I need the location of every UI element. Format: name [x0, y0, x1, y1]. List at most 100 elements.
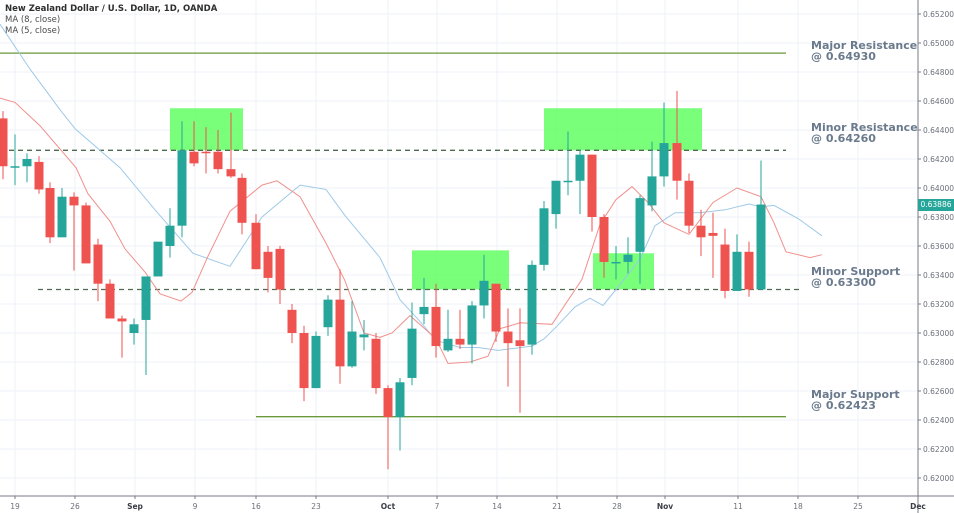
price-tick-label: 0.65000	[923, 39, 954, 48]
candle	[141, 276, 151, 376]
candle-body	[756, 204, 766, 290]
candle	[431, 283, 441, 358]
candle-body	[431, 306, 441, 347]
candle	[407, 302, 417, 386]
ma8-legend[interactable]: MA (8, close)	[5, 15, 61, 25]
candle-body	[153, 241, 163, 277]
symbol-title[interactable]: New Zealand Dollar / U.S. Dollar, 1D, OA…	[5, 4, 218, 14]
ma5-legend[interactable]: MA (5, close)	[5, 26, 61, 36]
candle	[684, 173, 694, 233]
price-tick-label: 0.63000	[923, 329, 954, 338]
candle	[599, 214, 609, 278]
time-tick-label: 23	[311, 502, 321, 511]
price-tick-label: 0.63800	[923, 213, 954, 222]
candle	[263, 246, 273, 293]
time-tick-label: 9	[193, 502, 198, 511]
time-tick-label: 28	[612, 502, 622, 511]
candle-body	[275, 248, 285, 290]
candle-body	[684, 180, 694, 226]
candle-body	[311, 335, 321, 389]
candle-body	[479, 280, 489, 306]
price-tick-label: 0.64600	[923, 97, 954, 106]
time-tick-label: 25	[853, 502, 863, 511]
candle	[93, 238, 103, 302]
candle	[153, 241, 163, 277]
level-annotation: Major Support @ 0.62423	[811, 389, 900, 411]
current-price-tag: 0.63886	[918, 198, 954, 211]
candle	[708, 212, 718, 278]
candle	[491, 283, 501, 342]
candle	[299, 325, 309, 402]
candle-body	[720, 244, 730, 291]
candle-body	[226, 169, 236, 177]
time-tick-label: Oct	[381, 502, 396, 511]
annotation-label: Major Support	[811, 388, 900, 401]
support-resistance-lines	[0, 52, 800, 418]
annotation-price: @ 0.64930	[811, 50, 876, 63]
candle-body	[189, 151, 199, 164]
candle	[383, 385, 393, 470]
level-annotation: Minor Support @ 0.63300	[811, 266, 900, 288]
highlight-zones	[170, 108, 702, 290]
candle	[539, 201, 549, 271]
candle-body	[213, 151, 223, 170]
candle	[587, 154, 597, 232]
ma5-line	[0, 97, 823, 365]
candle	[251, 214, 261, 270]
candle-body	[467, 305, 477, 345]
candle	[635, 195, 645, 284]
price-tick-label: 0.63200	[923, 300, 954, 309]
time-tick-label: 19	[10, 502, 20, 511]
candle	[226, 112, 236, 178]
candle	[347, 301, 357, 368]
candle	[69, 192, 79, 271]
price-tick-label: 0.62400	[923, 416, 954, 425]
candle-body	[575, 154, 585, 181]
candle	[34, 156, 44, 194]
candle	[105, 279, 115, 319]
candle-body	[443, 338, 453, 351]
annotation-label: Minor Support	[811, 265, 901, 278]
candlesticks	[0, 90, 766, 470]
candle	[359, 319, 369, 351]
candle-body	[635, 198, 645, 252]
candle	[22, 153, 32, 183]
candle	[503, 308, 513, 387]
candle-body	[407, 328, 417, 378]
price-tick-label: 0.63600	[923, 242, 954, 251]
candle	[744, 241, 754, 297]
candle-body	[105, 283, 115, 319]
candle	[10, 134, 20, 186]
candle	[720, 228, 730, 299]
zone-rect	[412, 250, 509, 290]
moving-average-lines	[0, 23, 823, 365]
candle-body	[732, 251, 742, 291]
candle	[696, 209, 706, 257]
candle	[732, 234, 742, 291]
candle	[165, 208, 175, 258]
candle	[443, 309, 453, 352]
level-annotation: Minor Resistance @ 0.64260	[811, 122, 918, 144]
candle	[647, 141, 657, 212]
candle-body	[515, 340, 525, 347]
candle	[611, 246, 621, 280]
candle-body	[347, 331, 357, 367]
candle-body	[371, 338, 381, 389]
price-tick-label: 0.62600	[923, 387, 954, 396]
candle	[551, 180, 561, 229]
time-tick-label: Nov	[657, 502, 673, 511]
annotation-price: @ 0.62423	[811, 399, 876, 412]
candle-body	[323, 299, 333, 328]
candle-body	[263, 251, 273, 278]
candle-body	[503, 331, 513, 344]
candle-body	[419, 306, 429, 315]
candle-body	[201, 151, 211, 154]
time-tick-label: 11	[733, 502, 743, 511]
price-axis-bg	[918, 0, 954, 513]
price-tick-label: 0.64200	[923, 155, 954, 164]
candle	[467, 301, 477, 364]
candle	[177, 121, 187, 238]
candle	[479, 254, 489, 319]
